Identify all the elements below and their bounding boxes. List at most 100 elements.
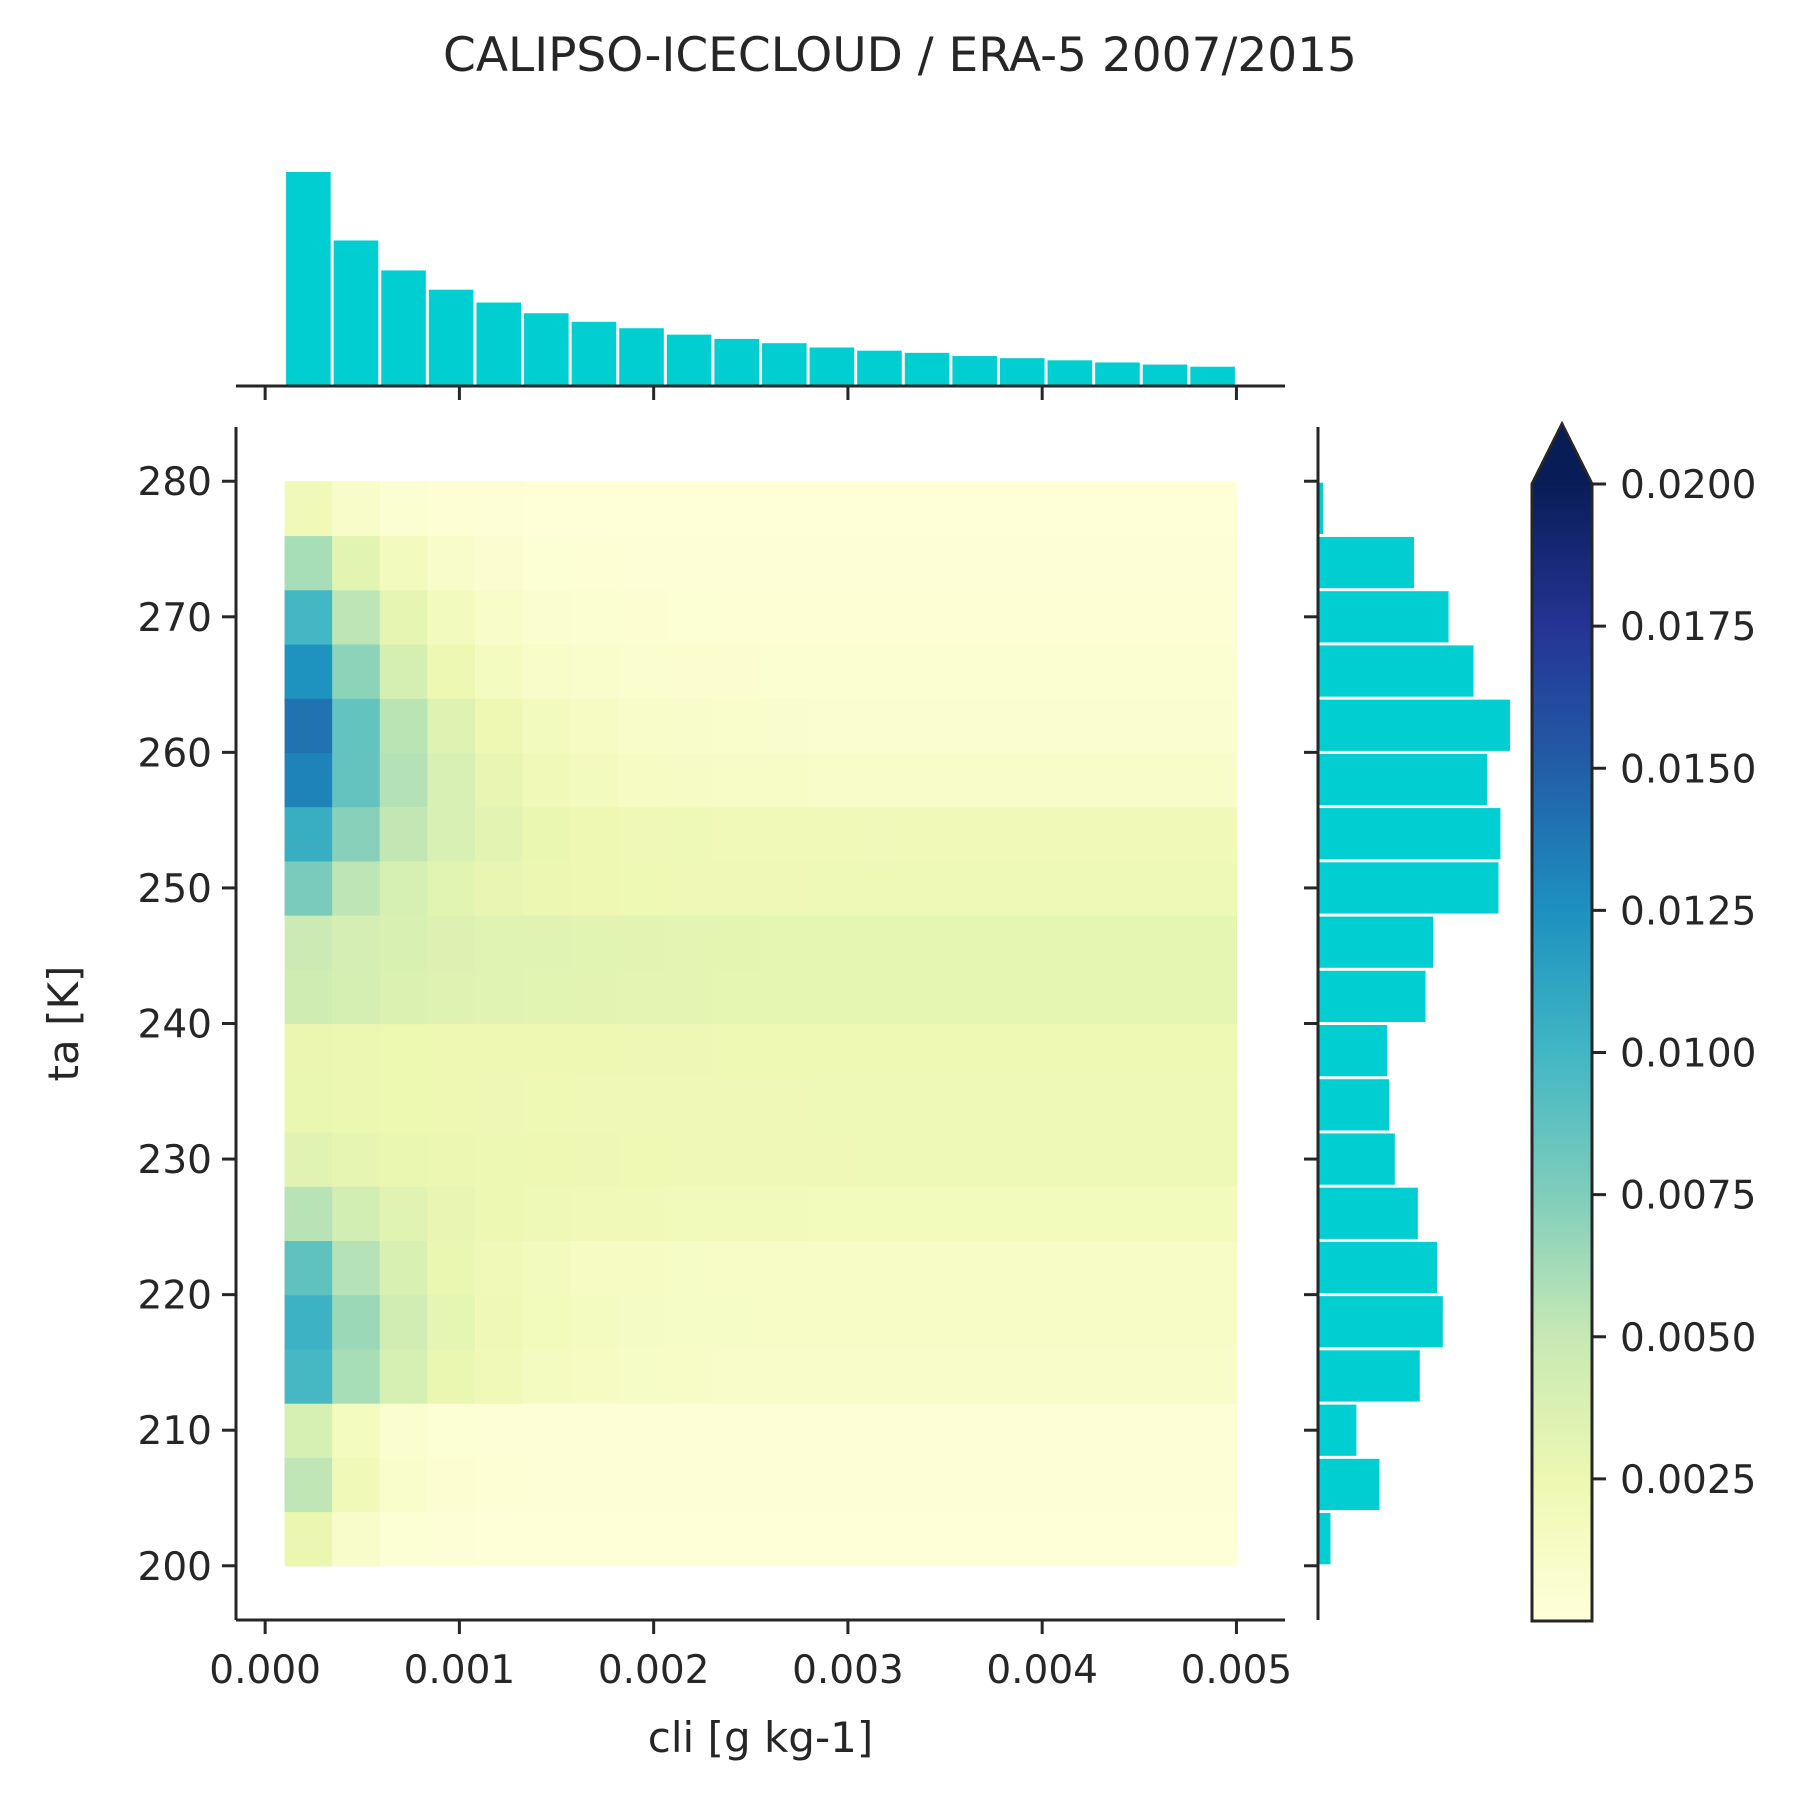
heatmap-cell bbox=[665, 860, 714, 916]
top-histogram-bar bbox=[904, 352, 950, 386]
heatmap-cell bbox=[998, 1131, 1047, 1187]
heatmap-cell bbox=[998, 698, 1047, 753]
heatmap-cell bbox=[1046, 1186, 1095, 1242]
heatmap-cell bbox=[332, 589, 381, 645]
heatmap-cell bbox=[1188, 1240, 1238, 1296]
heatmap-cell bbox=[665, 698, 714, 753]
heatmap-cell bbox=[332, 535, 381, 591]
heatmap-cell bbox=[379, 1511, 428, 1567]
heatmap-cell bbox=[474, 1240, 524, 1296]
heatmap-cell bbox=[332, 752, 381, 808]
heatmap-cell bbox=[712, 752, 762, 808]
top-histogram-bar bbox=[524, 313, 569, 386]
heatmap-cell bbox=[332, 1294, 381, 1350]
right-histogram-bar bbox=[1318, 753, 1487, 806]
heatmap-cell bbox=[950, 969, 1000, 1025]
heatmap-cell bbox=[1188, 1023, 1238, 1079]
heatmap-cell bbox=[903, 806, 952, 862]
heatmap-cell bbox=[760, 1294, 809, 1350]
heatmap-cell bbox=[760, 1457, 809, 1513]
heatmap-cell bbox=[617, 643, 666, 699]
heatmap-cell bbox=[903, 1023, 952, 1079]
colorbar-tick-label: 0.0050 bbox=[1620, 1316, 1756, 1361]
heatmap-cell bbox=[760, 1186, 809, 1242]
heatmap-cell bbox=[1046, 481, 1095, 537]
heatmap-cell bbox=[1188, 1077, 1238, 1133]
heatmap-cell bbox=[665, 589, 714, 645]
heatmap-cell bbox=[712, 1077, 762, 1133]
heatmap-cell bbox=[950, 1511, 1000, 1567]
heatmap-cell bbox=[665, 806, 714, 862]
heatmap-cell bbox=[712, 1294, 762, 1350]
heatmap-cell bbox=[570, 1186, 619, 1242]
heatmap-cell bbox=[332, 969, 381, 1025]
heatmap-cell bbox=[998, 1077, 1047, 1133]
heatmap-cell bbox=[1141, 1186, 1190, 1242]
colorbar-tick-label: 0.0150 bbox=[1620, 747, 1756, 792]
y-tick-label: 250 bbox=[138, 867, 212, 912]
top-histogram-bar bbox=[286, 172, 331, 386]
top-marginal-histogram bbox=[286, 172, 1235, 386]
heatmap-cell bbox=[1188, 698, 1238, 753]
heatmap-cell bbox=[1141, 535, 1190, 591]
heatmap-cell bbox=[665, 915, 714, 970]
heatmap-cell bbox=[332, 860, 381, 916]
heatmap-cell bbox=[570, 589, 619, 645]
heatmap-cell bbox=[284, 1457, 333, 1513]
heatmap-cell bbox=[1188, 915, 1238, 970]
heatmap-cell bbox=[522, 1348, 571, 1404]
heatmap-cell bbox=[1188, 1403, 1238, 1458]
x-tick-label: 0.003 bbox=[792, 1648, 904, 1693]
heatmap-cell bbox=[1093, 1240, 1142, 1296]
heatmap-cell bbox=[474, 589, 524, 645]
heatmap-cell bbox=[760, 1240, 809, 1296]
heatmap-cell bbox=[808, 1077, 857, 1133]
heatmap-cell bbox=[998, 860, 1047, 916]
heatmap-cell bbox=[570, 1403, 619, 1458]
heatmap-cell bbox=[427, 806, 476, 862]
heatmap-cell bbox=[1141, 1511, 1190, 1567]
heatmap-cell bbox=[284, 643, 333, 699]
heatmap-cell bbox=[332, 698, 381, 753]
heatmap-cell bbox=[617, 535, 666, 591]
heatmap-cell bbox=[1188, 1131, 1238, 1187]
heatmap-cell bbox=[379, 1186, 428, 1242]
heatmap-cell bbox=[998, 1348, 1047, 1404]
heatmap-cell bbox=[760, 860, 809, 916]
heatmap-cell bbox=[712, 915, 762, 970]
heatmap-cell bbox=[522, 860, 571, 916]
heatmap-cell bbox=[760, 969, 809, 1025]
heatmap-cell bbox=[903, 969, 952, 1025]
heatmap-cell bbox=[855, 535, 904, 591]
heatmap-cell bbox=[855, 1077, 904, 1133]
heatmap-cell bbox=[1093, 1294, 1142, 1350]
heatmap-cell bbox=[332, 643, 381, 699]
heatmap-cell bbox=[427, 1457, 476, 1513]
heatmap-cell bbox=[712, 1131, 762, 1187]
heatmap-cell bbox=[1188, 806, 1238, 862]
heatmap-cell bbox=[903, 1294, 952, 1350]
heatmap-cell bbox=[1141, 806, 1190, 862]
heatmap-cell bbox=[1046, 535, 1095, 591]
heatmap-cell bbox=[808, 969, 857, 1025]
heatmap-cell bbox=[427, 535, 476, 591]
colorbar-tick-label: 0.0125 bbox=[1620, 889, 1756, 934]
heatmap-cell bbox=[1046, 698, 1095, 753]
heatmap-cell bbox=[284, 589, 333, 645]
heatmap-cell bbox=[522, 698, 571, 753]
heatmap-cell bbox=[998, 535, 1047, 591]
heatmap-cell bbox=[570, 1294, 619, 1350]
heatmap-cell bbox=[284, 698, 333, 753]
heatmap-cell bbox=[855, 752, 904, 808]
colorbar-tick-label: 0.0175 bbox=[1620, 605, 1756, 650]
right-histogram-bar bbox=[1318, 645, 1474, 697]
heatmap-cell bbox=[522, 806, 571, 862]
heatmap-cell bbox=[427, 1023, 476, 1079]
heatmap-cell bbox=[427, 643, 476, 699]
right-histogram-bar bbox=[1318, 916, 1434, 968]
heatmap-cell bbox=[379, 589, 428, 645]
heatmap-cell bbox=[379, 1131, 428, 1187]
heatmap-cell bbox=[998, 1240, 1047, 1296]
heatmap-cell bbox=[570, 535, 619, 591]
heatmap-cell bbox=[332, 1511, 381, 1567]
